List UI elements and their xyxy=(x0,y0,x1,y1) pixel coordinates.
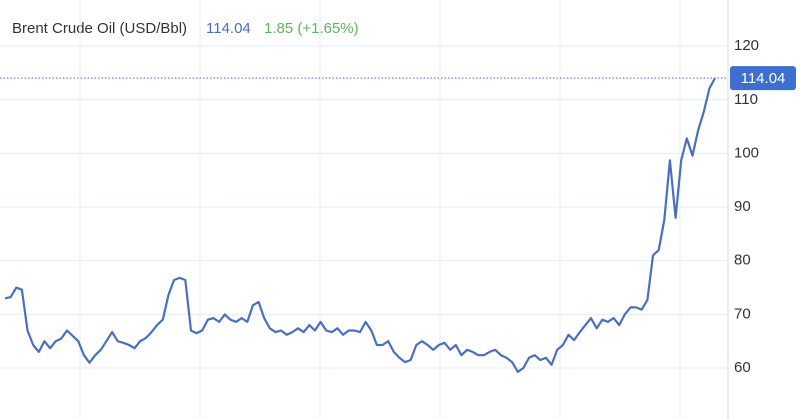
y-tick-label: 80 xyxy=(734,252,751,269)
price-line xyxy=(4,77,716,373)
chart-title: Brent Crude Oil (USD/Bbl) xyxy=(12,20,187,37)
y-tick-label: 70 xyxy=(734,305,751,322)
price-tag-label: 114.04 xyxy=(741,70,786,87)
header-price: 114.04 xyxy=(206,20,251,37)
y-tick-label: 120 xyxy=(734,37,759,54)
price-tag xyxy=(730,66,796,91)
y-tick-label: 60 xyxy=(734,359,751,376)
y-tick-label: 100 xyxy=(734,144,759,161)
y-tick-label: 90 xyxy=(734,198,751,215)
y-tick-label: 110 xyxy=(734,91,758,108)
header-change: 1.85 (+1.65%) xyxy=(264,20,359,37)
